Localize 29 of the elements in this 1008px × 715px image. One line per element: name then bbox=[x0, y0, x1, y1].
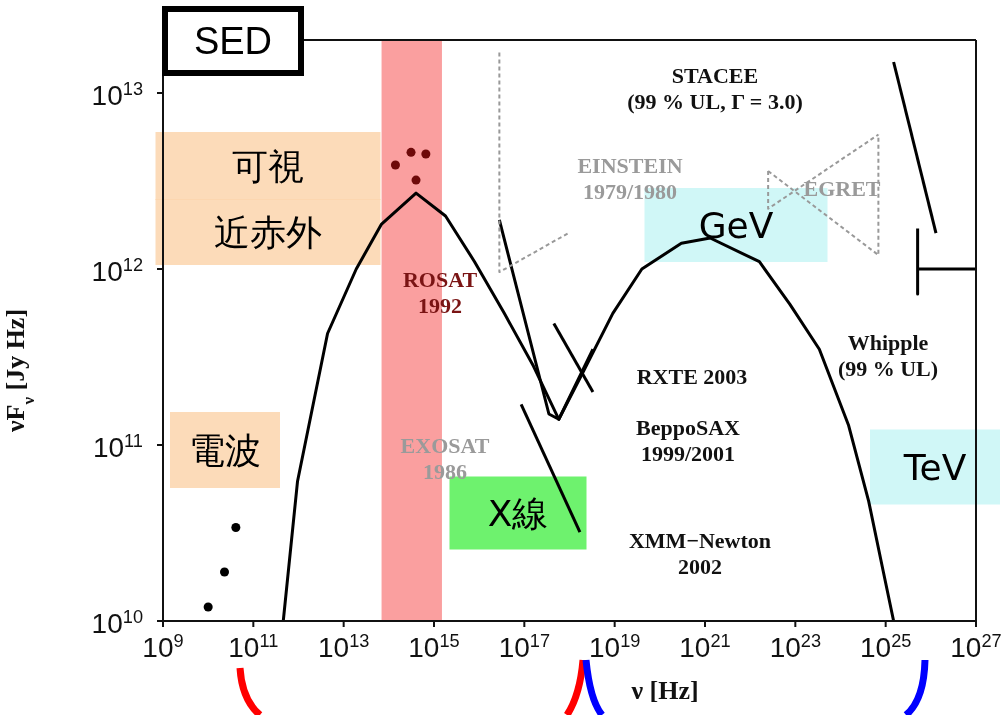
x-tick-label: 10$^{17}$ bbox=[498, 631, 551, 663]
y-tick-label: 10$^{11}$ bbox=[92, 430, 143, 463]
x-tick-label: 10$^{19}$ bbox=[588, 631, 641, 663]
annotation: GeV bbox=[698, 205, 774, 246]
x-tick-label: 10$^{13}$ bbox=[317, 631, 370, 663]
x-tick-label: 10$^{21}$ bbox=[679, 631, 731, 663]
x-tick-label: 10$^{27}$ bbox=[950, 631, 1002, 663]
x-tick-label: 10$^{9}$ bbox=[142, 631, 184, 663]
annotation: XMM−Newton 2002 bbox=[628, 528, 772, 579]
y-tick-label: 10$^{10}$ bbox=[91, 607, 143, 639]
annotation: 近赤外 bbox=[214, 212, 322, 253]
annotation: TeV bbox=[902, 447, 967, 488]
annotation: EGRET bbox=[803, 176, 881, 201]
annotation: STACEE (99 % UL, Γ = 3.0) bbox=[627, 63, 803, 114]
x-tick-label: 10$^{23}$ bbox=[769, 631, 822, 663]
annotation: RXTE 2003 bbox=[636, 364, 748, 389]
x-tick-label: 10$^{11}$ bbox=[228, 631, 279, 663]
annotation: BeppoSAX 1999/2001 bbox=[636, 415, 741, 466]
y-tick-label: 10$^{13}$ bbox=[91, 78, 143, 111]
annotation: Whipple (99 % UL) bbox=[837, 330, 939, 381]
annotation: X線 bbox=[487, 493, 549, 534]
annotation: 可視 bbox=[232, 146, 304, 187]
annotation: EINSTEIN 1979/1980 bbox=[577, 153, 683, 204]
x-axis-title: ν [Hz] bbox=[630, 676, 699, 705]
annotation: 電波 bbox=[189, 430, 261, 471]
y-tick-label: 10$^{12}$ bbox=[91, 254, 143, 287]
x-tick-label: 10$^{25}$ bbox=[859, 631, 912, 663]
chart-title: SED bbox=[193, 19, 273, 63]
x-tick-label: 10$^{15}$ bbox=[408, 631, 460, 663]
